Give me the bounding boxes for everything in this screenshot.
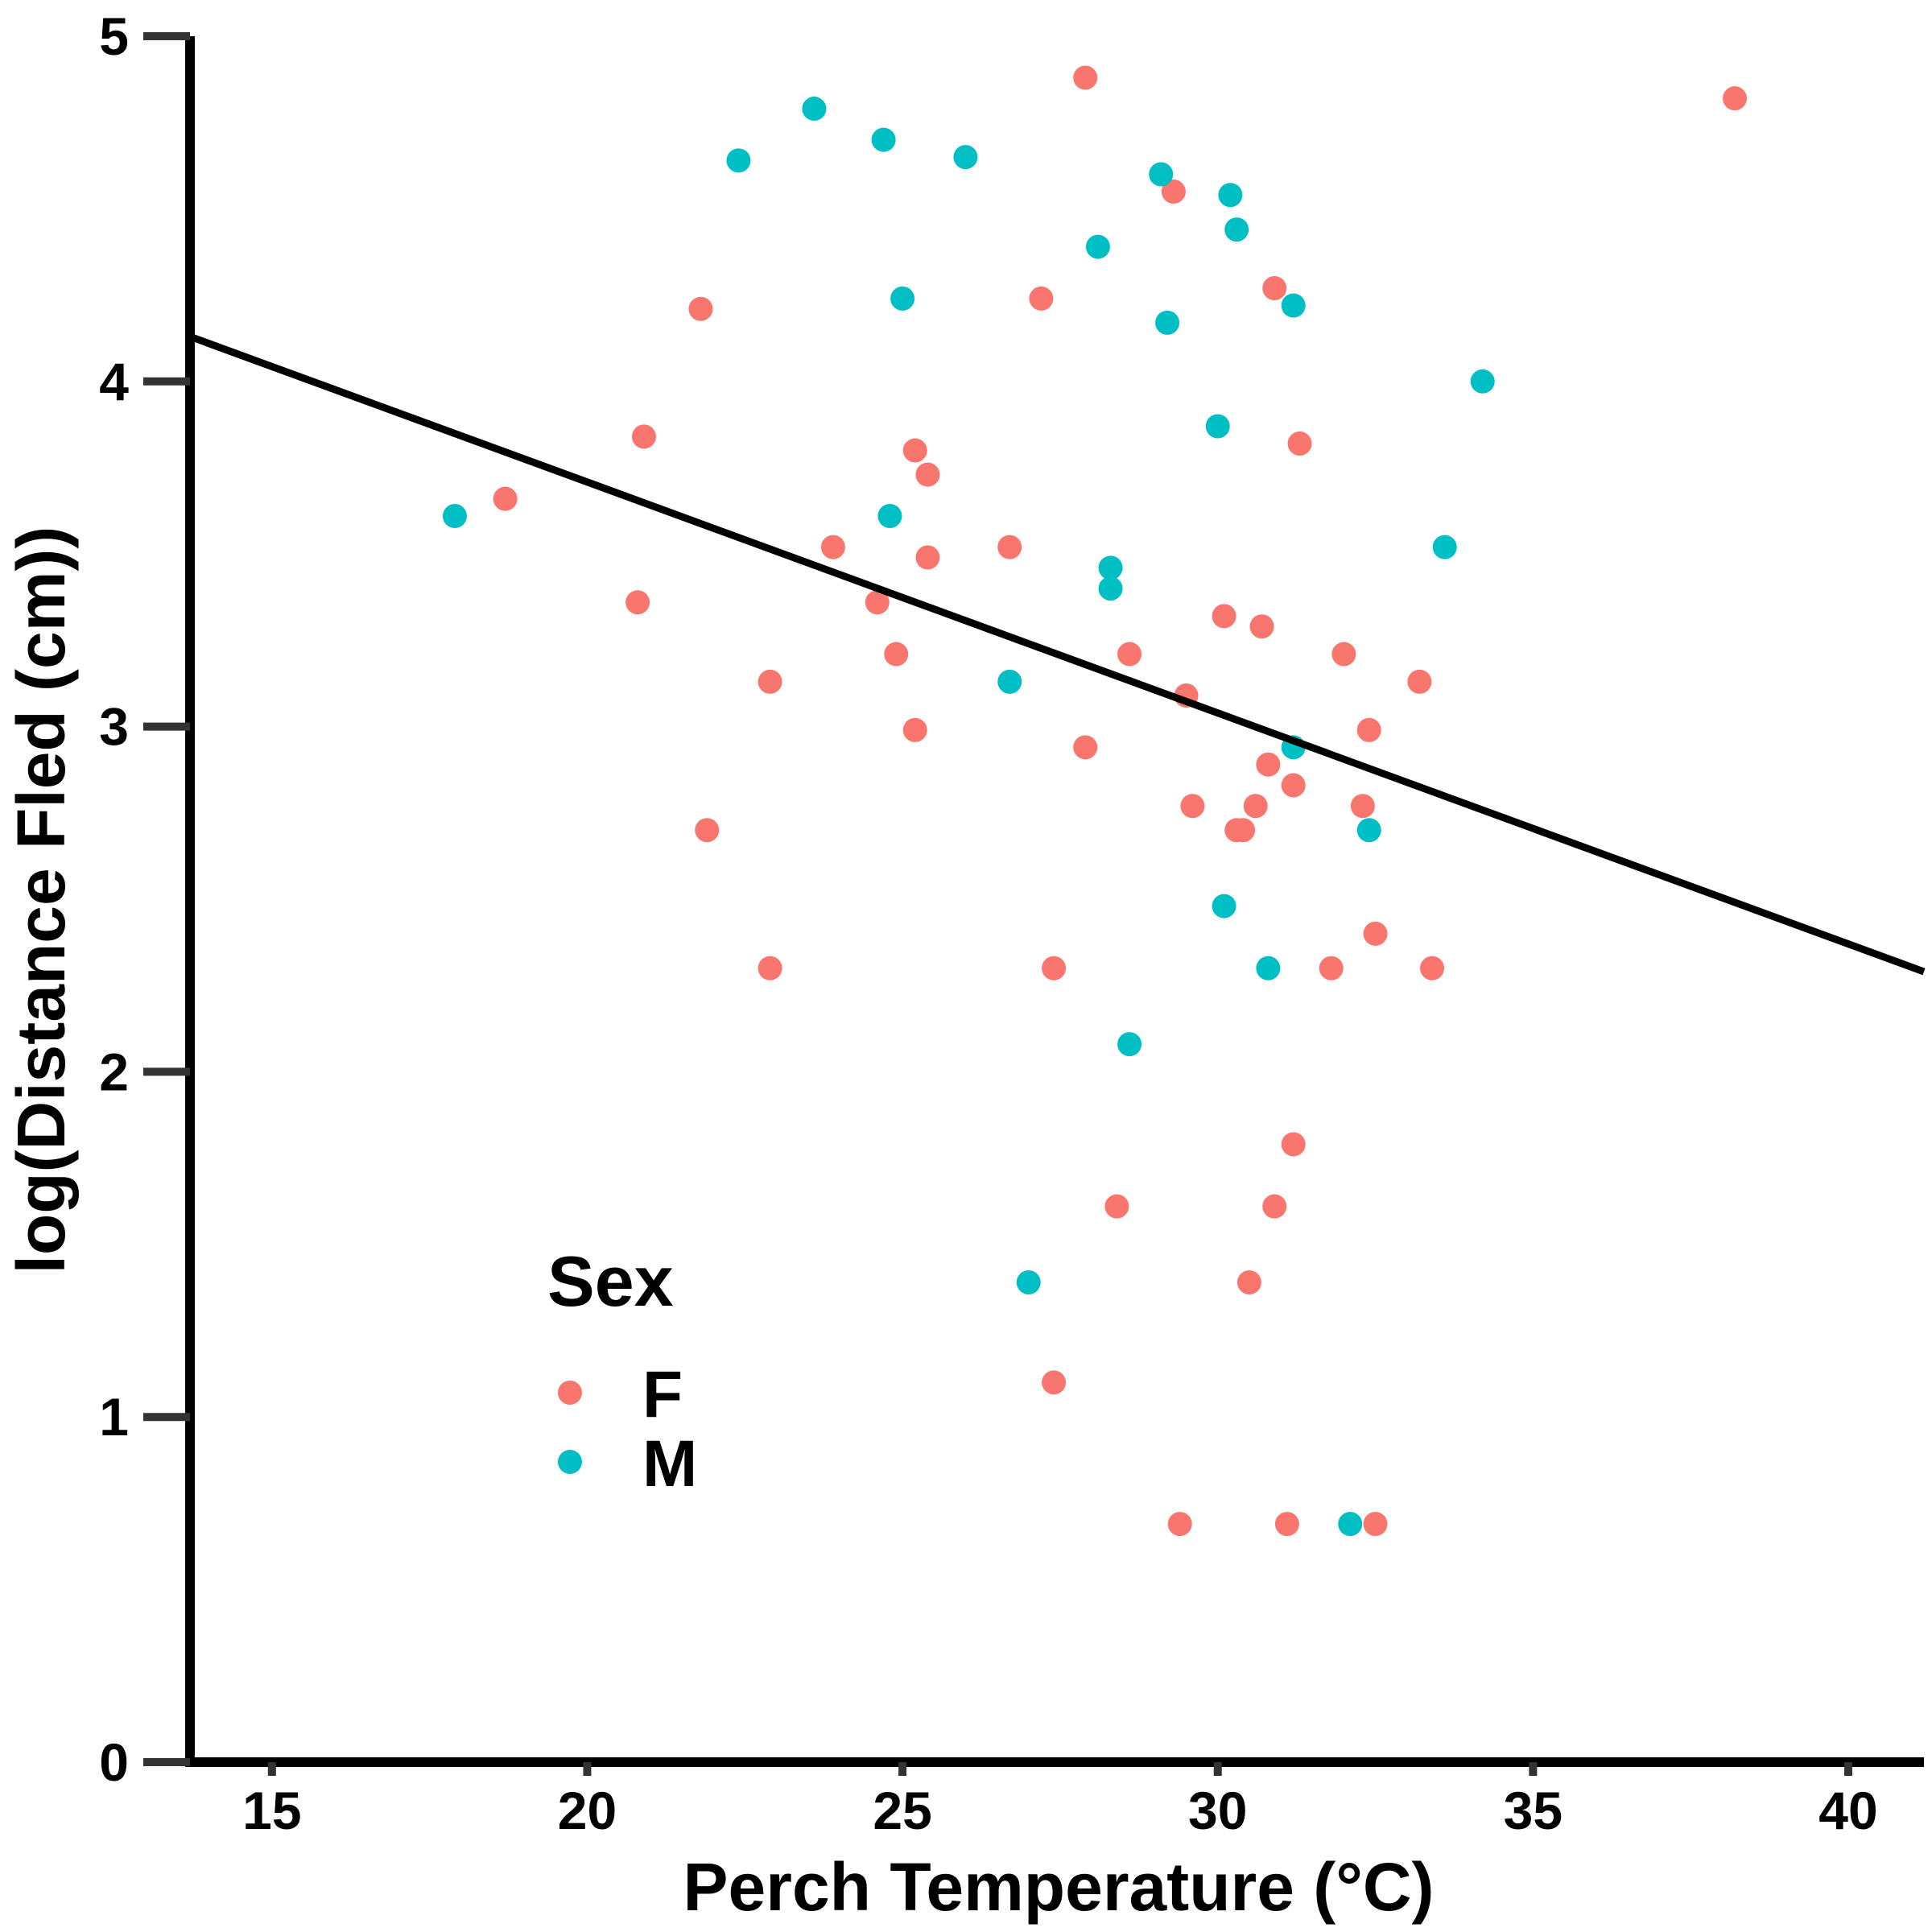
y-tick-label: 5 xyxy=(99,6,129,66)
data-point-f xyxy=(915,545,940,570)
legend-swatch-m xyxy=(558,1450,582,1474)
data-point-m xyxy=(997,669,1022,694)
data-point-m xyxy=(1205,414,1230,439)
data-point-f xyxy=(1042,956,1067,980)
data-point-f xyxy=(625,590,650,615)
data-point-f xyxy=(1161,179,1186,204)
y-axis-ticks: 0 1 2 3 4 5 xyxy=(99,6,190,1792)
data-point-f xyxy=(688,296,713,321)
x-tick-label: 35 xyxy=(1504,1781,1563,1840)
data-point-f xyxy=(1723,86,1748,111)
legend-label-m: M xyxy=(642,1427,697,1501)
data-point-f xyxy=(1073,65,1098,90)
data-point-f xyxy=(758,956,782,980)
data-point-m xyxy=(1356,818,1381,843)
y-tick-label: 1 xyxy=(99,1387,129,1447)
data-point-f xyxy=(820,535,845,559)
data-point-f xyxy=(1073,735,1098,760)
data-point-m xyxy=(1338,1512,1363,1537)
data-point-m xyxy=(1256,956,1281,980)
data-point-f xyxy=(915,462,940,487)
legend-swatch-f xyxy=(558,1381,582,1405)
data-point-f xyxy=(631,424,656,449)
data-points xyxy=(442,65,1748,1537)
y-axis-title: log(Distance Fled (cm)) xyxy=(3,526,79,1274)
data-point-m xyxy=(953,145,978,170)
legend-label-f: F xyxy=(642,1358,683,1431)
data-point-m xyxy=(1155,310,1180,335)
data-point-m xyxy=(1085,234,1110,259)
data-point-m xyxy=(726,148,751,173)
data-point-m xyxy=(1149,162,1174,187)
x-tick-label: 30 xyxy=(1188,1781,1247,1840)
data-point-f xyxy=(1042,1370,1067,1395)
data-point-f xyxy=(1287,431,1312,456)
data-point-f xyxy=(902,717,927,742)
data-point-f xyxy=(1262,1194,1287,1219)
data-point-m xyxy=(890,286,915,311)
data-point-f xyxy=(1243,794,1268,819)
data-point-f xyxy=(1104,1194,1129,1219)
data-point-f xyxy=(902,438,927,463)
trend-line xyxy=(188,332,1926,976)
data-point-f xyxy=(1331,642,1356,667)
data-point-f xyxy=(493,486,518,511)
y-tick-label: 0 xyxy=(99,1732,129,1792)
data-point-f xyxy=(1231,818,1256,843)
x-tick-label: 40 xyxy=(1818,1781,1877,1840)
data-point-f xyxy=(1117,642,1142,667)
data-point-f xyxy=(695,818,720,843)
x-tick-label: 15 xyxy=(242,1781,301,1840)
data-point-f xyxy=(1420,956,1445,980)
data-point-m xyxy=(1117,1032,1142,1057)
data-point-f xyxy=(1180,794,1205,819)
data-point-f xyxy=(1236,1269,1261,1294)
data-point-f xyxy=(1029,286,1054,311)
data-point-m xyxy=(871,127,896,152)
x-tick-label: 25 xyxy=(873,1781,931,1840)
data-point-f xyxy=(1212,604,1236,629)
data-point-m xyxy=(442,504,467,529)
data-point-f xyxy=(1281,1132,1306,1157)
data-point-f xyxy=(1256,752,1281,777)
data-point-m xyxy=(1212,894,1236,919)
data-point-f xyxy=(758,669,782,694)
x-axis-title: Perch Temperature (°C) xyxy=(683,1849,1435,1925)
trend-line-layer xyxy=(188,332,1926,976)
data-point-f xyxy=(1407,669,1432,694)
y-tick-label: 2 xyxy=(99,1042,129,1101)
y-tick-label: 3 xyxy=(99,697,129,757)
data-point-f xyxy=(1167,1512,1192,1537)
data-point-m xyxy=(1218,183,1243,208)
data-point-m xyxy=(877,504,902,529)
x-axis-ticks: 15 20 25 30 35 40 xyxy=(242,1762,1878,1840)
data-point-f xyxy=(865,590,890,615)
data-point-f xyxy=(1281,773,1306,798)
data-point-f xyxy=(1262,276,1287,301)
data-point-f xyxy=(1363,1512,1388,1537)
data-point-f xyxy=(1319,956,1344,980)
data-point-m xyxy=(1224,217,1249,242)
data-point-m xyxy=(1016,1269,1041,1294)
y-tick-label: 4 xyxy=(99,352,129,411)
data-point-m xyxy=(1432,535,1457,559)
data-point-f xyxy=(1356,717,1381,742)
data-point-f xyxy=(1249,614,1274,639)
data-point-f xyxy=(1350,794,1375,819)
data-point-f xyxy=(884,642,909,667)
data-point-m xyxy=(1098,576,1123,601)
data-point-m xyxy=(1281,293,1306,318)
legend: Sex F M xyxy=(547,1241,697,1501)
x-tick-label: 20 xyxy=(558,1781,617,1840)
data-point-f xyxy=(1274,1512,1299,1537)
legend-title: Sex xyxy=(547,1241,674,1321)
data-point-f xyxy=(997,535,1022,559)
data-point-m xyxy=(802,97,827,122)
data-point-m xyxy=(1098,555,1123,580)
data-point-m xyxy=(1470,369,1495,394)
data-point-f xyxy=(1363,921,1388,946)
